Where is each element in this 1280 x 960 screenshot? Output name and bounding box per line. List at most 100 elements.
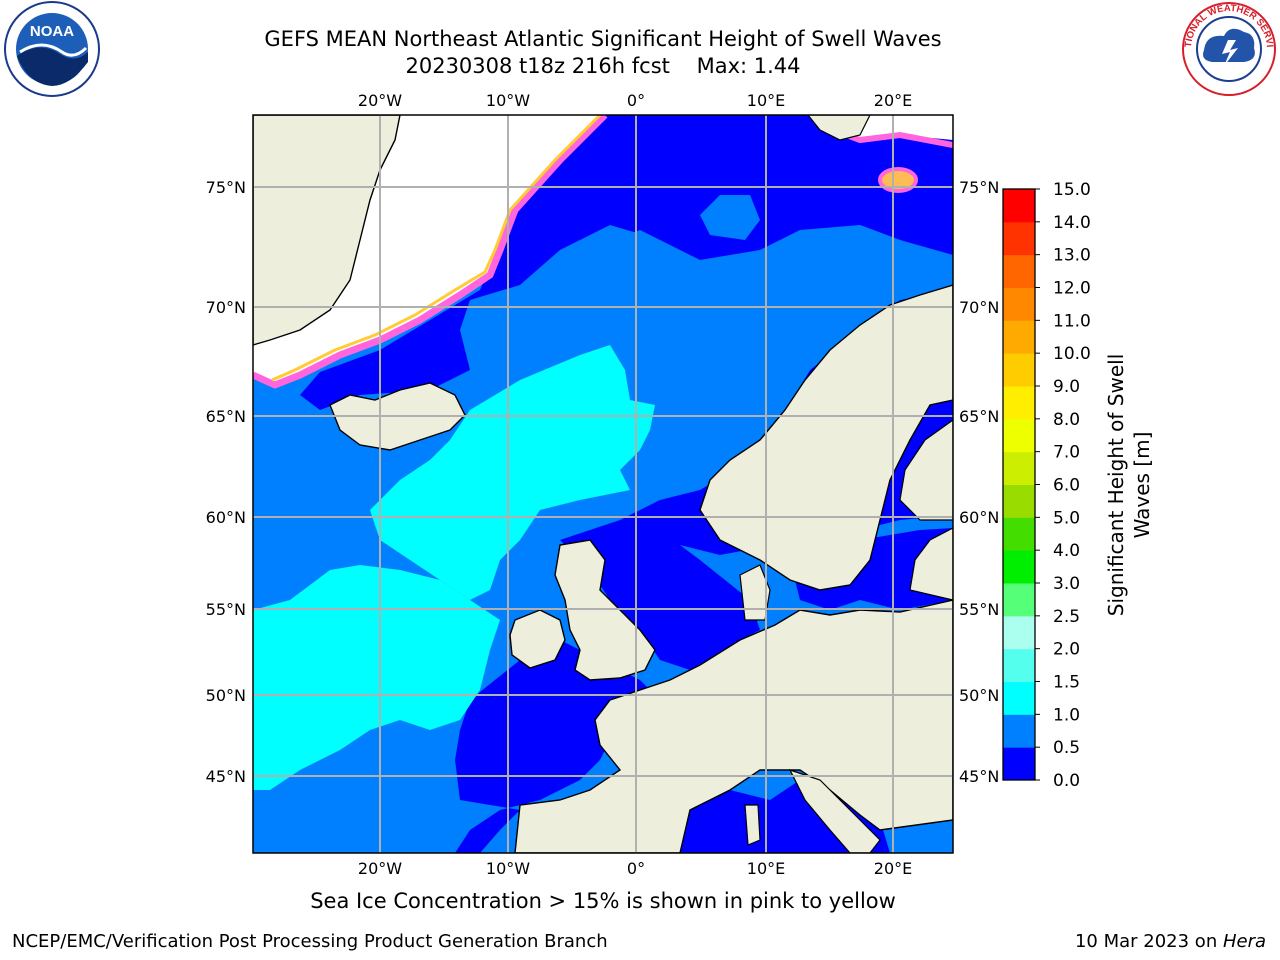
- colorbar-label-line-2: Waves [m]: [1130, 432, 1154, 539]
- colorbar-bin: [1003, 189, 1035, 223]
- colorbar-bin: [1003, 287, 1035, 321]
- ice-spot-barents: [878, 167, 918, 193]
- lon-tick-bottom: 0°: [627, 859, 645, 878]
- land-corsica-sardinia: [744, 804, 761, 846]
- colorbar-tick-label: 4.0: [1053, 541, 1080, 561]
- colorbar-tick-label: 15.0: [1053, 180, 1091, 200]
- lon-tick-top: 10°W: [486, 91, 530, 110]
- colorbar-tick-label: 12.0: [1053, 279, 1091, 299]
- colorbar-bin: [1003, 517, 1035, 551]
- footer-date: 10 Mar 2023 on Hera: [1075, 931, 1266, 952]
- lat-tick-right: 50°N: [959, 686, 999, 705]
- colorbar-tick-label: 7.0: [1053, 443, 1080, 463]
- noaa-logo-text: NOAA: [30, 23, 74, 40]
- colorbar-tick-label: 5.0: [1053, 508, 1080, 528]
- swell-band-1-15-atlantic: [253, 565, 500, 790]
- colorbar-tick-label: 1.0: [1053, 705, 1080, 725]
- lon-tick-bottom: 10°E: [747, 859, 785, 878]
- lat-tick-right: 45°N: [959, 767, 999, 786]
- colorbar-label-line-1: Significant Height of Swell: [1104, 354, 1128, 616]
- colorbar-tick-label: 10.0: [1053, 344, 1091, 364]
- lon-tick-top: 10°E: [747, 91, 785, 110]
- colorbar-tick-label: 14.0: [1053, 213, 1091, 233]
- lon-tick-bottom: 20°W: [358, 859, 402, 878]
- colorbar-bin: [1003, 714, 1035, 748]
- colorbar-bin: [1003, 747, 1035, 781]
- graticule: [253, 115, 953, 853]
- colorbar-tick-label: 0.5: [1053, 738, 1080, 758]
- colorbar-tick-label: 8.0: [1053, 410, 1080, 430]
- lat-tick-left: 65°N: [206, 407, 246, 426]
- footer-host: Hera: [1222, 931, 1266, 952]
- map-field: [253, 115, 953, 853]
- land-greenland: [253, 115, 401, 346]
- swell-band-0-05-northsea: [560, 520, 760, 670]
- land-ireland: [509, 609, 566, 669]
- swell-band-1-15-north: [370, 345, 655, 600]
- colorbar-tick-label: 13.0: [1053, 246, 1091, 266]
- colorbar-bin: [1003, 254, 1035, 288]
- colorbar-bins: [1003, 189, 1035, 781]
- colorbar-bin: [1003, 681, 1035, 715]
- colorbar-bin: [1003, 386, 1035, 420]
- colorbar-tick-label: 6.0: [1053, 476, 1080, 496]
- colorbar-tick-label: 1.5: [1053, 673, 1080, 693]
- land-italy: [788, 768, 881, 853]
- colorbar-bin: [1003, 418, 1035, 453]
- colorbar-ticks: 0.0 0.5 1.0 1.5 2.0 2.5 3.0 4.0 5.0 6.0 7.0 8.0 9.0 1…: [1035, 180, 1091, 791]
- colorbar-label: Significant Height of Swell Waves [m]: [1104, 354, 1154, 616]
- lat-tick-left: 60°N: [206, 508, 246, 527]
- lat-ticks-left: 75°N 70°N 65°N 60°N 55°N 50°N 45°N: [206, 178, 246, 786]
- lon-tick-bottom: 10°W: [486, 859, 530, 878]
- lat-tick-right: 60°N: [959, 508, 999, 527]
- colorbar-bin: [1003, 583, 1035, 617]
- lat-ticks-right: 75°N 70°N 65°N 60°N 55°N 50°N 45°N: [959, 178, 999, 786]
- colorbar-tick-label: 3.0: [1053, 574, 1080, 594]
- land-scandinavia: [699, 284, 953, 591]
- title-line-2: 20230308 t18z 216h fcst Max: 1.44: [405, 54, 801, 78]
- lat-tick-left: 70°N: [206, 298, 246, 317]
- ice-edge-yellow: [271, 115, 602, 382]
- footer-credit: NCEP/EMC/Verification Post Processing Pr…: [12, 931, 608, 952]
- lat-tick-right: 65°N: [959, 407, 999, 426]
- footer-date-text: 10 Mar 2023 on: [1074, 931, 1223, 952]
- lat-tick-left: 55°N: [206, 600, 246, 619]
- colorbar-tick-label: 0.0: [1053, 771, 1080, 791]
- swell-band-0-05-biscay: [455, 640, 660, 853]
- sea-ice-note: Sea Ice Concentration > 15% is shown in …: [310, 889, 896, 913]
- chart-title: GEFS MEAN Northeast Atlantic Significant…: [0, 26, 1206, 80]
- lon-ticks-bottom: 20°W 10°W 0° 10°E 20°E: [358, 859, 912, 878]
- noaa-logo: NOAA: [4, 1, 100, 97]
- map-frame: [252, 114, 954, 854]
- swell-band-0-05-north: [300, 115, 953, 410]
- lat-tick-left: 75°N: [206, 178, 246, 197]
- lon-tick-top: 20°E: [874, 91, 912, 110]
- lat-tick-right: 75°N: [959, 178, 999, 197]
- land-denmark: [739, 564, 771, 621]
- lat-tick-right: 55°N: [959, 600, 999, 619]
- colorbar-bin: [1003, 615, 1035, 650]
- colorbar-bin: [1003, 451, 1035, 485]
- land-baltic-east: [909, 527, 953, 601]
- title-line-1: GEFS MEAN Northeast Atlantic Significant…: [264, 27, 942, 51]
- colorbar-bin: [1003, 353, 1035, 387]
- colorbar: 0.0 0.5 1.0 1.5 2.0 2.5 3.0 4.0 5.0 6.0 7.0 8.0 9.0 1…: [1002, 180, 1154, 791]
- colorbar-bin: [1003, 484, 1035, 518]
- colorbar-tick-label: 2.5: [1053, 607, 1080, 627]
- lat-tick-right: 70°N: [959, 298, 999, 317]
- colorbar-tick-label: 9.0: [1053, 377, 1080, 397]
- swell-band-05-1-svalbard: [700, 195, 760, 240]
- lon-tick-bottom: 20°E: [874, 859, 912, 878]
- lon-ticks-top: 20°W 10°W 0° 10°E 20°E: [358, 91, 912, 110]
- land-svalbard: [807, 115, 871, 141]
- land-finland: [899, 419, 953, 521]
- colorbar-tick-label: 11.0: [1053, 311, 1091, 331]
- colorbar-bin: [1003, 320, 1035, 354]
- colorbar-bin: [1003, 221, 1035, 256]
- lon-tick-top: 20°W: [358, 91, 402, 110]
- colorbar-tick-label: 2.0: [1053, 640, 1080, 660]
- colorbar-bin: [1003, 648, 1035, 682]
- lat-tick-left: 50°N: [206, 686, 246, 705]
- lon-tick-top: 0°: [627, 91, 645, 110]
